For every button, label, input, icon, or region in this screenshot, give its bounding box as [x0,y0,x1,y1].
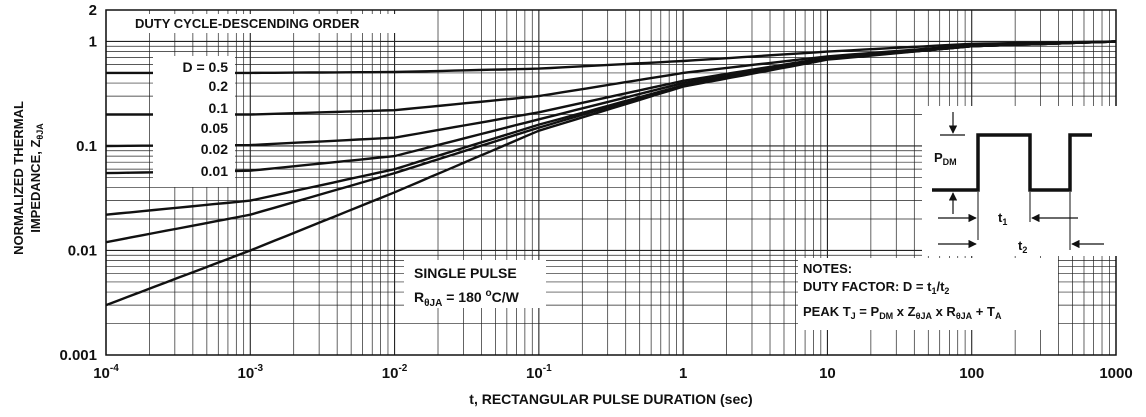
legend-label-3: 0.05 [201,120,228,136]
legend: D = 0.5 0.2 0.1 0.05 0.02 0.01 [182,59,228,179]
notes-peak-formula: PEAK TJ = PDM x ZθJA x RθJA + TA [803,304,1002,321]
x-tick-label-1: 10-3 [237,363,263,382]
x-tick-label-3: 10-1 [526,363,552,382]
y-tick-label-3: 0.01 [68,242,97,259]
x-tick-label-0: 10-4 [93,363,119,382]
y-tick-label-2: 0.1 [76,138,97,155]
notes-title: NOTES: [803,261,852,276]
t1-label: t1 [998,210,1007,227]
curve-series-6 [106,40,1116,307]
legend-label-5: 0.01 [201,163,228,179]
curve-series-1 [106,40,1116,116]
single-pulse-box: SINGLE PULSE RθJA = 180 oC/W [404,260,546,309]
duty-cycle-title: DUTY CYCLE-DESCENDING ORDER [135,16,360,31]
y-tick-label-0: 2 [89,2,97,19]
y-tick-label-4: 0.001 [59,347,97,364]
single-pulse-label: SINGLE PULSE [414,265,517,281]
rthja-label: RθJA = 180 oC/W [414,288,520,309]
y-axis-label-line2: IMPEDANCE, ZθJA [28,123,45,233]
y-axis-label-line1: NORMALIZED THERMAL [11,101,26,255]
pulse-diagram: PDM t1 t2 [922,106,1118,256]
legend-label-4: 0.02 [201,141,228,157]
legend-box [153,56,235,187]
legend-label-2: 0.1 [209,100,229,116]
legend-label-0: D = 0.5 [182,59,228,75]
x-axis-label: t, RECTANGULAR PULSE DURATION (sec) [469,391,752,407]
t2-label: t2 [1018,238,1027,255]
x-tick-label-7: 1000 [1099,365,1132,382]
x-tick-label-5: 10 [819,365,836,382]
duty-cycle-title-box [130,14,407,33]
curves [106,40,1116,307]
pulse-waveform [932,133,1092,192]
legend-label-1: 0.2 [209,78,229,94]
pdm-label: PDM [934,150,957,167]
tick-labels: 10-4 10-3 10-2 10-1 1 10 100 1000 2 1 0.1 0.01 0.001 [59,2,1132,382]
notes-duty-factor: DUTY FACTOR: D = t1/t2 [803,279,949,296]
x-tick-label-4: 1 [679,365,687,382]
x-tick-label-2: 10-2 [382,363,408,382]
y-tick-label-1: 1 [89,33,97,50]
notes-box: NOTES: DUTY FACTOR: D = t1/t2 PEAK TJ = … [798,258,1058,330]
x-tick-label-6: 100 [959,365,984,382]
curve-series-0 [106,40,1116,75]
